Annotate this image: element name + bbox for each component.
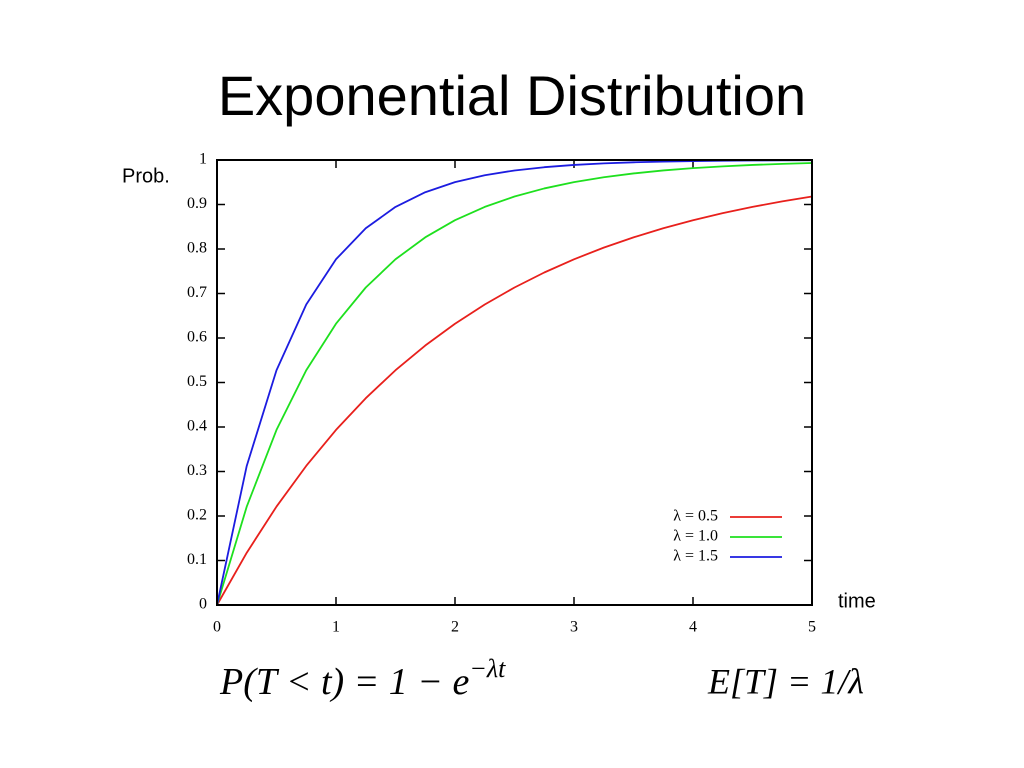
x-tick-label: 5 bbox=[808, 619, 816, 636]
expectation: E[T] = 1/λ bbox=[707, 661, 864, 701]
x-tick-label: 3 bbox=[570, 619, 578, 636]
y-tick-label: 0.8 bbox=[187, 240, 207, 257]
y-tick-label: 0.7 bbox=[187, 284, 207, 301]
y-tick-label: 0.2 bbox=[187, 507, 207, 524]
legend-label: λ = 1.0 bbox=[673, 528, 718, 545]
formula-exponent: −λt bbox=[469, 654, 506, 683]
y-tick-label: 1 bbox=[199, 151, 207, 168]
y-tick-label: 0.6 bbox=[187, 329, 207, 346]
series-line bbox=[216, 159, 813, 606]
legend-label: λ = 0.5 bbox=[673, 508, 718, 525]
x-axis-label: time bbox=[838, 590, 876, 612]
y-tick-label: 0.5 bbox=[187, 373, 207, 390]
formula-main: P(T < t) = 1 − e bbox=[219, 661, 469, 703]
series-line bbox=[216, 162, 813, 606]
y-tick-label: 0.1 bbox=[187, 551, 207, 568]
plot-frame bbox=[216, 159, 813, 606]
x-tick-label: 4 bbox=[689, 619, 697, 636]
slide-title: Exponential Distribution bbox=[218, 64, 806, 127]
series-line bbox=[216, 195, 813, 606]
x-tick-label: 1 bbox=[332, 619, 340, 636]
x-tick-label: 0 bbox=[213, 619, 221, 636]
y-tick-label: 0.4 bbox=[187, 418, 207, 435]
x-tick-label: 2 bbox=[451, 619, 459, 636]
formula: P(T < t) = 1 − e−λt bbox=[219, 654, 506, 703]
legend-label: λ = 1.5 bbox=[673, 548, 718, 565]
y-tick-label: 0.9 bbox=[187, 195, 207, 212]
y-axis-label: Prob. bbox=[122, 165, 170, 187]
y-tick-label: 0.3 bbox=[187, 462, 207, 479]
y-tick-label: 0 bbox=[199, 596, 207, 613]
